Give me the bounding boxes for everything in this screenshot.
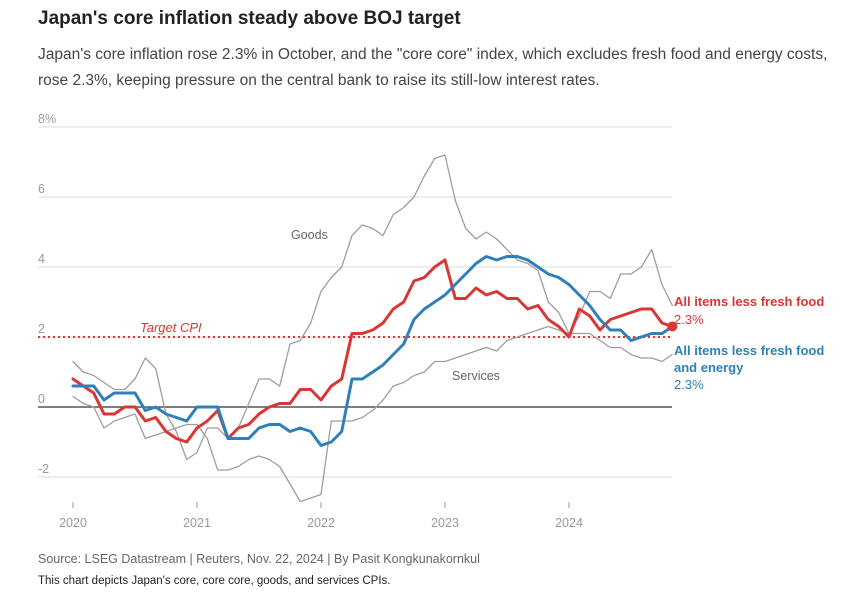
x-tick-label: 2022 [307,516,335,530]
x-tick-label: 2021 [183,516,211,530]
series-line-services [72,325,673,503]
series-line-core_core [71,255,674,447]
chart-title: Japan's core inflation steady above BOJ … [38,8,461,29]
series-line-goods [72,154,673,461]
x-tick-label: 2020 [59,516,87,530]
core-core-label: All items less fresh food and energy [674,343,824,375]
target-cpi-label: Target CPI [140,320,202,335]
source-note: Source: LSEG Datastream | Reuters, Nov. … [38,552,480,566]
chart-description: This chart depicts Japan's core, core co… [38,575,391,587]
services-label: Services [452,369,500,383]
core-core-label-line1: All items less fresh food [674,343,824,358]
gridlines: -2 0 2 4 6 8% 2020 2021 2022 2023 2024 [38,112,672,530]
core-end-dot [667,321,678,332]
x-tick-label: 2023 [431,516,459,530]
core-core-label-line2: and energy [674,360,744,375]
core-label: All items less fresh food [674,294,824,309]
y-tick-label: 6 [38,182,45,196]
target-cpi-layer: Target CPI [38,320,672,338]
y-tick-label: 0 [38,392,45,406]
series-line-core [71,258,674,444]
core-value: 2.3% [674,312,704,327]
y-tick-label: 4 [38,252,45,266]
core-core-value: 2.3% [674,377,704,392]
series-layer [71,154,678,503]
y-tick-label: 2 [38,322,45,336]
label-layer: Goods Services All items less fresh food 2.… [291,228,824,392]
chart-subtitle: Japan's core inflation rose 2.3% in Octo… [38,46,828,89]
y-tick-label: -2 [38,462,49,476]
goods-label: Goods [291,228,328,242]
y-tick-label: 8% [38,112,56,126]
x-tick-label: 2024 [555,516,583,530]
